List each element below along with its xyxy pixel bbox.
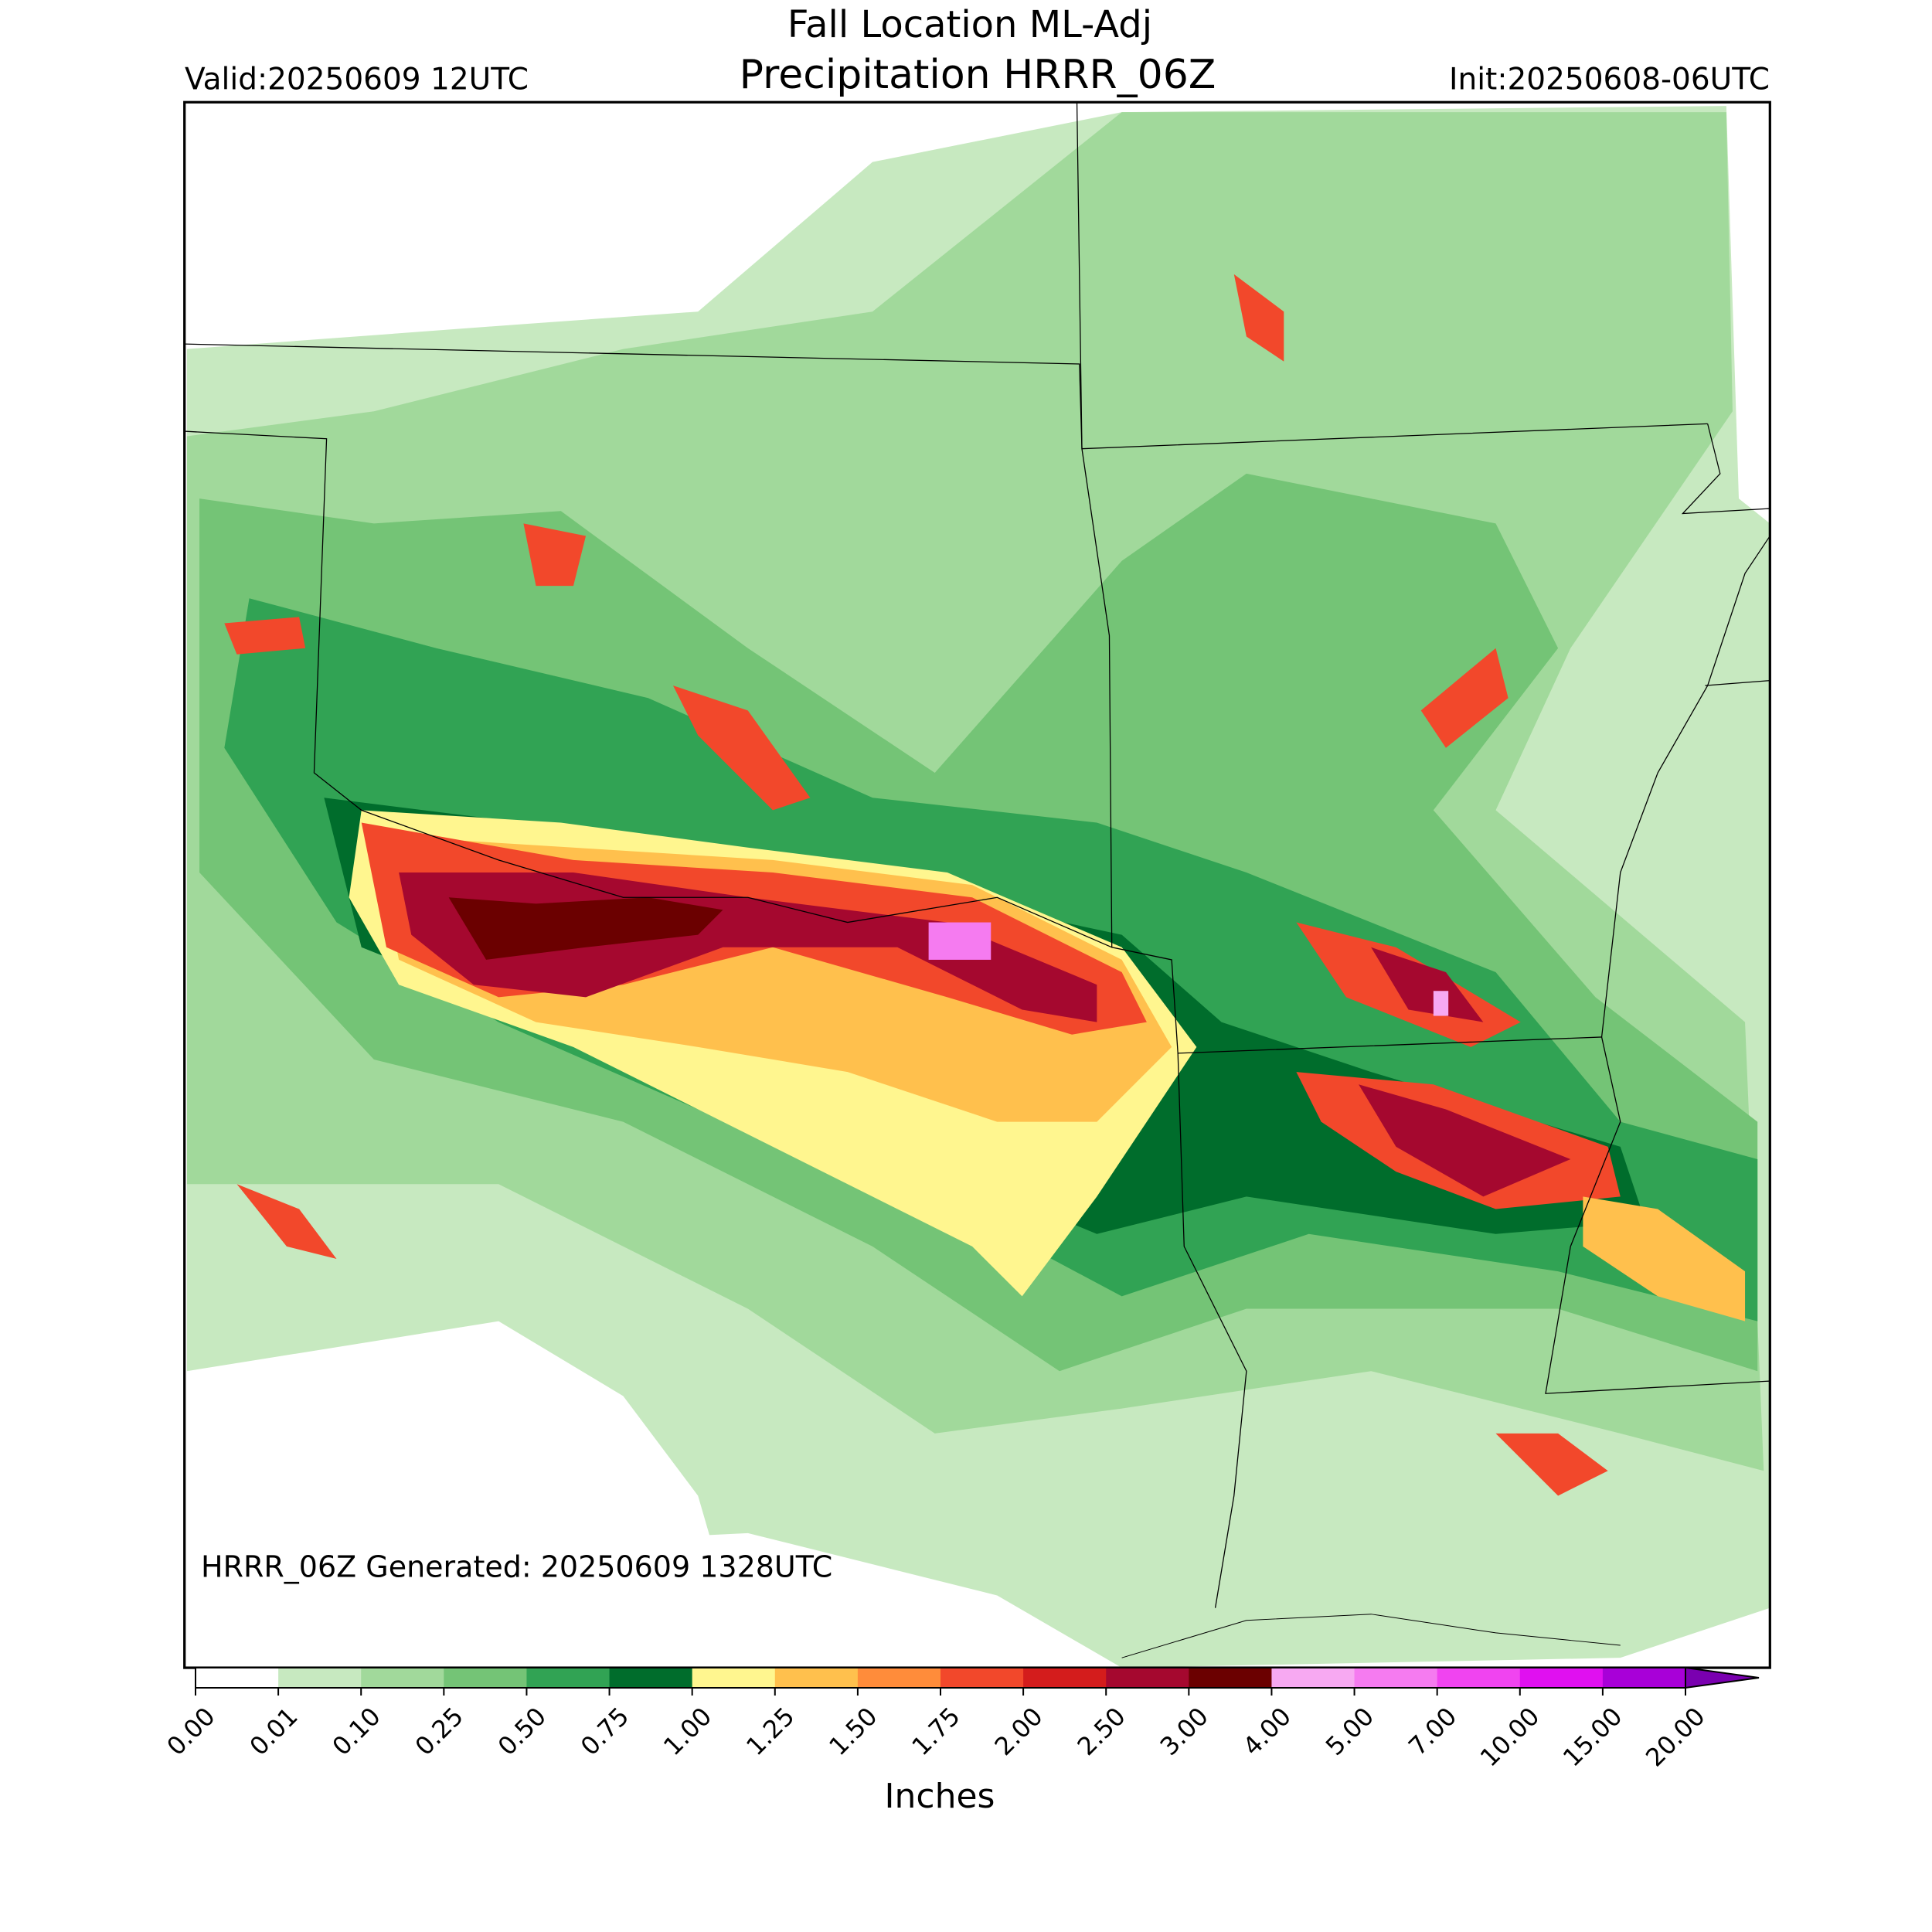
precip-area bbox=[928, 922, 992, 960]
precip-area bbox=[1433, 991, 1449, 1016]
colorbar-tick-label: 0.01 bbox=[243, 1702, 303, 1761]
colorbar-bin bbox=[1519, 1668, 1604, 1688]
precip-area bbox=[523, 523, 587, 587]
colorbar-tick-label: 0.50 bbox=[492, 1702, 552, 1761]
colorbar-tick-label: 0.10 bbox=[327, 1702, 386, 1761]
colorbar-tick-label: 10.00 bbox=[1475, 1702, 1546, 1773]
state-border bbox=[184, 343, 1708, 450]
footnote: HRRR_06Z Generated: 20250609 1328UTC bbox=[201, 1550, 832, 1584]
colorbar-bin bbox=[1106, 1668, 1189, 1688]
state-border bbox=[1545, 1036, 1770, 1394]
precip-area bbox=[1420, 648, 1509, 748]
precip-area bbox=[236, 1184, 337, 1260]
colorbar-bin bbox=[692, 1668, 776, 1688]
colorbar-tick-label: 2.00 bbox=[988, 1702, 1048, 1761]
precip-area bbox=[186, 1321, 748, 1668]
precip-area bbox=[224, 617, 306, 655]
colorbar: 0.00 0.01 0.10 0.25 0.50 0.75 1.00 1.25 1.50 1.75… bbox=[161, 1666, 1760, 1773]
colorbar-bin bbox=[1271, 1668, 1355, 1688]
colorbar-bin bbox=[774, 1668, 859, 1688]
state-border bbox=[1705, 680, 1770, 686]
title: Fall Location ML-Adj bbox=[787, 3, 1152, 46]
colorbar-bin bbox=[361, 1668, 444, 1688]
colorbar-tick-label: 3.00 bbox=[1155, 1702, 1214, 1761]
colorbar-tick-label: 2.50 bbox=[1072, 1702, 1131, 1761]
precip-field bbox=[186, 106, 1770, 1668]
colorbar-tick-label: 7.00 bbox=[1403, 1702, 1462, 1761]
precip-area bbox=[672, 685, 811, 811]
colorbar-tick-label: 1.50 bbox=[823, 1702, 883, 1761]
colorbar-bin bbox=[278, 1668, 362, 1688]
colorbar-bin bbox=[1437, 1668, 1521, 1688]
colorbar-tick-label: 5.00 bbox=[1320, 1702, 1379, 1761]
colorbar-bin bbox=[609, 1668, 693, 1688]
init-label: Init:20250608-06UTC bbox=[1449, 63, 1770, 97]
colorbar-bin bbox=[1189, 1668, 1272, 1688]
state-border bbox=[1600, 536, 1770, 1038]
state-border bbox=[1681, 423, 1770, 515]
colorbar-bin bbox=[196, 1668, 279, 1688]
precip-area bbox=[448, 897, 723, 960]
colorbar-tick-label: 20.00 bbox=[1640, 1702, 1711, 1773]
colorbar-bin bbox=[526, 1668, 611, 1688]
colorbar-extension bbox=[1685, 1666, 1760, 1689]
map bbox=[183, 100, 1771, 1669]
precip-area bbox=[1495, 1433, 1608, 1496]
state-border bbox=[184, 430, 1112, 948]
colorbar-tick-label: 0.00 bbox=[161, 1702, 220, 1761]
colorbar-tick-label: 1.00 bbox=[658, 1702, 717, 1761]
colorbar-bin bbox=[1354, 1668, 1438, 1688]
precip-area bbox=[1359, 1084, 1571, 1197]
colorbar-bin bbox=[940, 1668, 1024, 1688]
colorbar-tick-label: 0.25 bbox=[410, 1702, 469, 1761]
colorbar-tick-label: 15.00 bbox=[1557, 1702, 1628, 1773]
colorbar-bin bbox=[1602, 1668, 1686, 1688]
precip-area bbox=[1371, 947, 1484, 1022]
colorbar-bin bbox=[857, 1668, 941, 1688]
valid-label: Valid:20250609 12UTC bbox=[185, 63, 529, 97]
colorbar-tick-label: 0.75 bbox=[575, 1702, 634, 1761]
colorbar-tick-label: 4.00 bbox=[1237, 1702, 1297, 1761]
colorbar-bin bbox=[444, 1668, 527, 1688]
precip-area bbox=[1233, 274, 1284, 362]
state-border bbox=[1177, 1053, 1247, 1608]
coastline bbox=[1121, 1614, 1621, 1658]
colorbar-bin bbox=[1023, 1668, 1107, 1688]
subtitle: Precipitation HRRR_06Z bbox=[740, 52, 1216, 98]
precip-area bbox=[1583, 1196, 1746, 1321]
colorbar-tick-label: 1.25 bbox=[740, 1702, 800, 1761]
colorbar-label: Inches bbox=[885, 1777, 995, 1816]
colorbar-tick-label: 1.75 bbox=[906, 1702, 965, 1761]
borders bbox=[184, 102, 1770, 1658]
